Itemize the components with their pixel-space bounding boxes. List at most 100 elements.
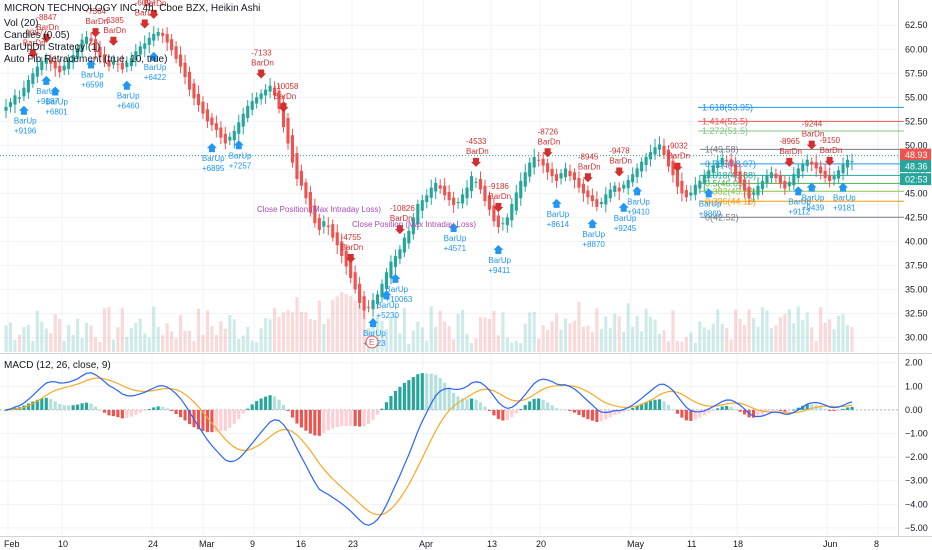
candle-body (53, 60, 57, 69)
macd-histogram-bar (698, 409, 702, 418)
macd-histogram-bar (93, 406, 98, 410)
macd-histogram-bar (640, 403, 644, 410)
signal-up-arrow (703, 188, 714, 198)
macd-histogram-bar (165, 408, 169, 410)
candle-body (286, 117, 290, 144)
time-tick-label: 10 (58, 539, 68, 549)
signal-down-label: BarDn (251, 58, 274, 67)
candle-body (98, 46, 102, 57)
signal-up-label: BarUp (802, 194, 825, 203)
volume-bar (832, 329, 836, 352)
volume-bar (805, 312, 809, 352)
signal-up-value: +6895 (202, 164, 225, 173)
signal-down-label: BarDn (538, 137, 561, 146)
volume-bar (649, 316, 653, 352)
macd-histogram-bar (649, 400, 653, 410)
candle-body (774, 173, 778, 179)
candle-body (801, 163, 805, 172)
volume-bar (528, 312, 532, 352)
price-tick-label: 32.50 (905, 309, 928, 319)
signal-up-value: +9187 (36, 97, 59, 106)
volume-bar (819, 307, 823, 352)
candle-body (725, 160, 729, 162)
candle-body (44, 57, 48, 64)
volume-bar (170, 331, 174, 352)
macd-histogram-bar (380, 408, 384, 410)
volume-bar (568, 323, 572, 352)
macd-histogram-bar (559, 409, 563, 411)
candle-body (8, 102, 13, 107)
macd-label[interactable]: MACD (12, 26, close, 9) (4, 360, 111, 371)
candle-body (22, 87, 26, 97)
volume-bar (255, 342, 259, 352)
candle-body (362, 296, 366, 311)
volume-bar (116, 327, 120, 352)
macd-tick-label: −5.00 (905, 523, 928, 533)
volume-bar (398, 333, 402, 352)
volume-bar (17, 334, 21, 352)
candle-body (546, 163, 550, 173)
macd-histogram-bar (469, 398, 474, 410)
indicator-fib[interactable]: Auto Fib Retracement (true, 10, true) (4, 54, 168, 65)
macd-histogram-bar (738, 409, 742, 412)
macd-histogram-bar (653, 399, 657, 410)
volume-bar (35, 310, 39, 352)
macd-histogram-bar (438, 378, 442, 410)
macd-tick-label: 1.00 (905, 381, 923, 391)
macd-histogram-bar (402, 382, 406, 410)
volume-bar (196, 308, 201, 352)
candle-body (80, 39, 84, 52)
macd-histogram-bar (496, 409, 500, 420)
price-tick-label: 52.50 (905, 116, 928, 126)
candle-body (734, 163, 738, 177)
candle-body (769, 172, 773, 179)
symbol-title[interactable]: MICRON TECHNOLOGY INC, 4h, Cboe BZX, Hei… (4, 3, 261, 14)
macd-series (0, 372, 898, 526)
volume-bar (331, 299, 335, 352)
macd-histogram-bar (290, 409, 295, 418)
signal-down-label: BarDn (341, 243, 364, 252)
signal-up-value: +9411 (488, 266, 510, 275)
macd-histogram-bar (295, 409, 299, 424)
indicator-strategy[interactable]: BarUpDn Strategy (1) (4, 42, 101, 53)
volume-bar (250, 340, 254, 352)
volume-bar (796, 306, 800, 352)
fib-levels: 1.618(53.95) 1.414(52.5)1.272(51.5) 1(49.5… (698, 102, 904, 222)
volume-bar (375, 315, 380, 352)
candle-body (747, 186, 751, 199)
volume-bar (747, 309, 751, 352)
macd-histogram-bar (246, 408, 250, 410)
volume-bar (555, 313, 559, 352)
volume-bar (192, 340, 196, 352)
volume-bar (510, 342, 514, 352)
macd-histogram-bar (313, 409, 317, 436)
price-label-text: 02:53 (905, 175, 928, 185)
macd-histogram-bar (425, 373, 429, 410)
volume-bar (111, 339, 115, 352)
signal-down-value: -8726 (538, 127, 559, 136)
macd-histogram-bar (734, 409, 738, 411)
volume-bar (411, 330, 415, 352)
signal-down-value: -9186 (488, 182, 509, 191)
indicator-candles[interactable]: Candles (0.05) (4, 30, 70, 41)
candle-body (787, 181, 791, 187)
candle-body (474, 181, 478, 183)
candle-body (671, 160, 675, 176)
volume-bar (653, 319, 657, 352)
candle-body (819, 166, 823, 174)
candle-body (290, 135, 295, 163)
candle-body (120, 62, 124, 70)
candle-body (604, 194, 608, 205)
candle-body (505, 217, 509, 226)
candle-body (111, 60, 115, 65)
macd-histogram-bar (684, 409, 688, 421)
volume-bar (268, 319, 272, 352)
macd-histogram-bar (228, 409, 232, 428)
volume-bar (711, 323, 715, 352)
candle-body (62, 65, 66, 71)
macd-tick-label: 0.00 (905, 405, 923, 415)
indicator-volume[interactable]: Vol (20) (4, 18, 39, 29)
signal-down-value: -9150 (820, 136, 841, 145)
macd-histogram-bar (156, 406, 160, 410)
